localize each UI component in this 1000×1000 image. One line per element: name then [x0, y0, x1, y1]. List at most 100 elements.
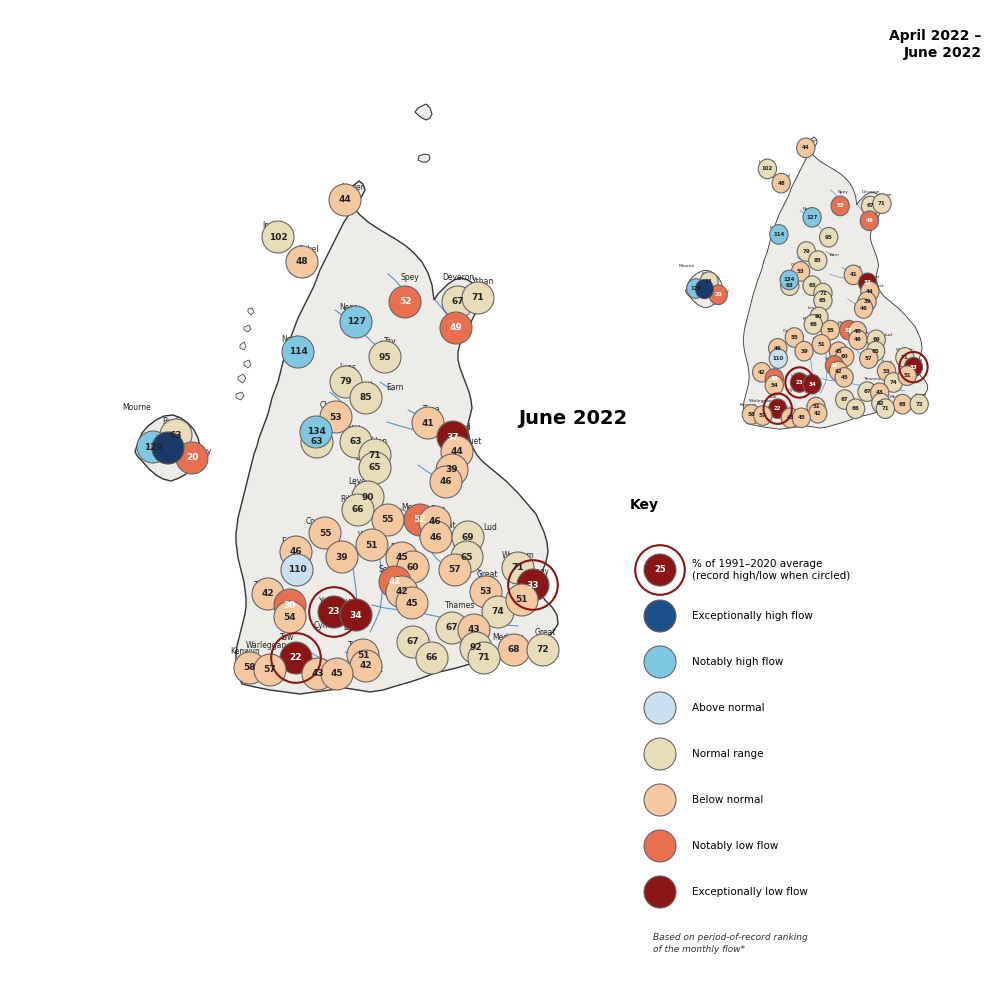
Text: Tyne: Tyne: [865, 293, 876, 297]
Text: 43: 43: [312, 670, 324, 678]
Circle shape: [234, 652, 266, 684]
Circle shape: [893, 394, 912, 414]
Circle shape: [854, 299, 873, 318]
Text: 30: 30: [770, 376, 778, 381]
Circle shape: [877, 361, 896, 381]
Polygon shape: [244, 325, 251, 332]
Text: 44: 44: [802, 145, 810, 150]
Circle shape: [452, 521, 484, 553]
Circle shape: [436, 612, 468, 644]
Text: Avon: Avon: [839, 392, 850, 396]
Text: 44: 44: [451, 448, 463, 456]
Circle shape: [340, 599, 372, 631]
Text: Yscir: Yscir: [319, 597, 337, 606]
Circle shape: [436, 454, 468, 486]
Circle shape: [326, 541, 358, 573]
Text: Cynon: Cynon: [314, 620, 338, 630]
Circle shape: [836, 390, 854, 409]
Text: Coln: Coln: [404, 587, 420, 596]
Circle shape: [769, 349, 787, 368]
Text: Ouse: Ouse: [473, 648, 493, 656]
Circle shape: [644, 646, 676, 678]
Text: 92: 92: [877, 401, 885, 406]
Text: Lee: Lee: [886, 375, 894, 379]
Circle shape: [416, 642, 448, 674]
Text: Waveney: Waveney: [903, 358, 923, 362]
Text: Nith: Nith: [347, 426, 363, 434]
Circle shape: [350, 382, 382, 414]
Text: Aire: Aire: [377, 504, 393, 512]
Circle shape: [797, 138, 815, 158]
Polygon shape: [686, 270, 723, 308]
Text: Ythan: Ythan: [472, 277, 494, 286]
Text: 39: 39: [800, 349, 808, 354]
Text: Don: Don: [430, 506, 446, 514]
Circle shape: [861, 196, 880, 216]
Text: Clyde: Clyde: [791, 263, 803, 267]
Text: Itchen: Itchen: [465, 641, 489, 650]
Text: Soar: Soar: [401, 550, 419, 560]
Text: 39: 39: [336, 552, 348, 562]
Text: 57: 57: [449, 566, 461, 574]
Circle shape: [770, 225, 788, 244]
Text: 46: 46: [774, 346, 782, 351]
Text: 63: 63: [170, 430, 182, 440]
Text: Trent: Trent: [865, 351, 876, 355]
Text: 66: 66: [852, 406, 859, 411]
Text: Tay: Tay: [384, 338, 396, 347]
Circle shape: [359, 439, 391, 471]
Text: Tees: Tees: [440, 468, 456, 477]
Circle shape: [437, 421, 469, 453]
Text: Mersey: Mersey: [401, 504, 429, 512]
Text: 58: 58: [748, 412, 755, 417]
Text: Great
Ouse: Great Ouse: [881, 360, 893, 369]
Circle shape: [872, 393, 890, 413]
Text: Ribble: Ribble: [340, 495, 364, 504]
Text: Tees: Tees: [860, 301, 870, 305]
Circle shape: [790, 373, 809, 392]
Text: 22: 22: [774, 406, 781, 411]
Text: 57: 57: [865, 356, 873, 361]
Text: Don: Don: [855, 322, 863, 326]
Text: 46: 46: [440, 478, 452, 487]
Text: 79: 79: [340, 377, 352, 386]
Circle shape: [765, 369, 783, 388]
Circle shape: [873, 194, 891, 213]
Text: Ribble: Ribble: [803, 317, 817, 321]
Text: Key: Key: [630, 498, 659, 512]
Text: Mourne: Mourne: [123, 403, 151, 412]
Text: Witham: Witham: [453, 544, 483, 552]
Text: 51: 51: [366, 540, 378, 550]
Text: 46: 46: [854, 337, 862, 342]
Text: Lud: Lud: [483, 524, 497, 532]
Circle shape: [379, 566, 411, 598]
Text: Yscir: Yscir: [791, 375, 801, 379]
Text: 45: 45: [797, 415, 805, 420]
Text: 85: 85: [814, 258, 822, 263]
Text: Leven: Leven: [349, 478, 371, 487]
Text: 25: 25: [654, 566, 666, 574]
Text: 51: 51: [817, 342, 825, 347]
Text: Derwent: Derwent: [424, 520, 456, 530]
Text: Stour: Stour: [423, 646, 443, 654]
Circle shape: [458, 614, 490, 646]
Text: Colne: Colne: [505, 595, 527, 604]
Circle shape: [356, 529, 388, 561]
Text: Great
Stour: Great Stour: [914, 393, 926, 402]
Circle shape: [462, 282, 494, 314]
Circle shape: [754, 406, 772, 425]
Text: Lee: Lee: [485, 598, 499, 607]
Circle shape: [301, 426, 333, 458]
Text: Brue: Brue: [805, 390, 815, 394]
Text: Notably high flow: Notably high flow: [692, 657, 783, 667]
Text: Tywi: Tywi: [767, 371, 777, 375]
Circle shape: [781, 276, 799, 295]
Text: Avon: Avon: [832, 362, 843, 366]
Circle shape: [498, 634, 530, 666]
Text: 60: 60: [841, 354, 849, 359]
Text: 37: 37: [864, 280, 872, 285]
Circle shape: [506, 584, 538, 616]
Circle shape: [321, 658, 353, 690]
Circle shape: [342, 494, 374, 526]
Circle shape: [769, 339, 787, 358]
